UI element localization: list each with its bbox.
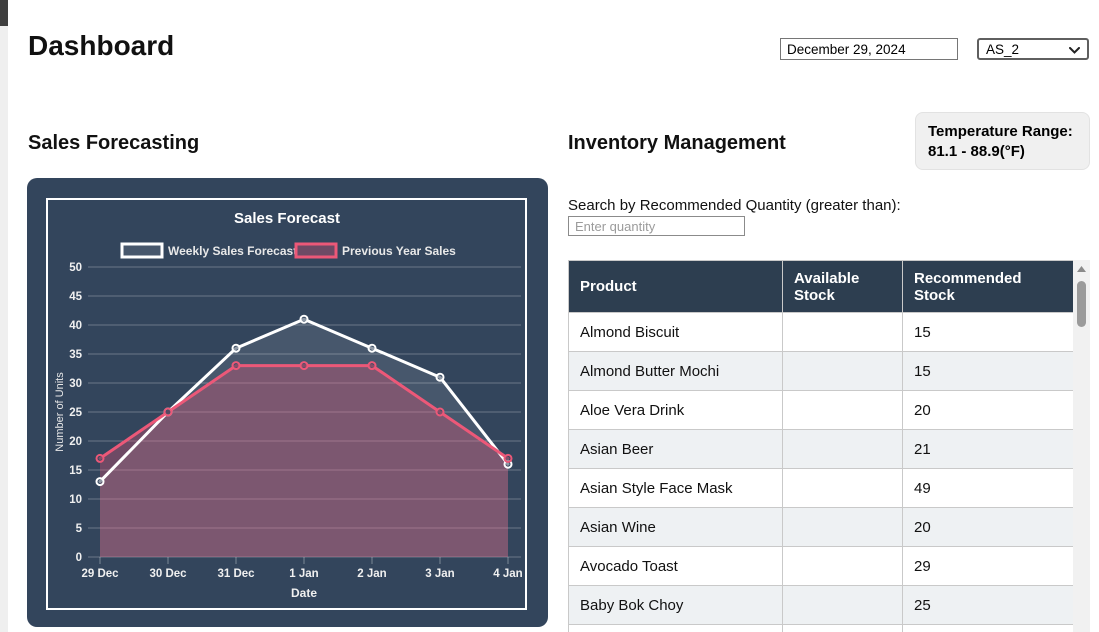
recommended-stock-cell: 15 (902, 351, 1074, 391)
inventory-management-heading: Inventory Management (568, 132, 786, 154)
svg-text:15: 15 (69, 465, 82, 477)
sales-forecast-card: 0 5 10 15 20 25 30 35 40 45 50 29 Dec 30 Dec 31 Dec 1 … (27, 178, 548, 627)
sales-forecasting-heading: Sales Forecasting (28, 132, 200, 154)
available-stock-cell (782, 546, 903, 586)
table-row-partial (568, 624, 1074, 632)
available-stock-cell (782, 390, 903, 430)
table-scrollbar-thumb[interactable] (1077, 281, 1086, 327)
available-stock-cell (782, 429, 903, 469)
recommended-stock-cell: 20 (902, 507, 1074, 547)
product-cell: Aloe Vera Drink (568, 390, 783, 430)
recommended-stock-cell: 49 (902, 468, 1074, 508)
scrollbar-up-arrow-icon[interactable] (1073, 262, 1090, 275)
dataset-select-value: AS_2 (986, 41, 1020, 57)
svg-text:30 Dec: 30 Dec (149, 568, 187, 580)
window-left-edge-artifact (0, 0, 8, 26)
table-row[interactable]: Baby Bok Choy 25 (568, 585, 1074, 625)
product-cell: Almond Butter Mochi (568, 351, 783, 391)
recommended-stock-cell: 20 (902, 390, 1074, 430)
recommended-stock-cell: 25 (902, 585, 1074, 625)
inventory-table: Product Available Stock Recommended Stoc… (568, 260, 1074, 632)
column-header-available-stock[interactable]: Available Stock (782, 260, 903, 313)
svg-text:45: 45 (69, 291, 82, 303)
available-stock-cell (782, 468, 903, 508)
svg-text:Previous Year Sales: Previous Year Sales (342, 244, 456, 258)
svg-text:Number of Units: Number of Units (54, 372, 66, 452)
inventory-table-body: Almond Biscuit 15 Almond Butter Mochi 15 Alo… (568, 312, 1074, 632)
svg-text:Sales Forecast: Sales Forecast (234, 210, 340, 227)
svg-text:35: 35 (69, 349, 82, 361)
product-cell: Asian Wine (568, 507, 783, 547)
svg-text:30: 30 (69, 378, 82, 390)
available-stock-cell (782, 585, 903, 625)
svg-text:2 Jan: 2 Jan (357, 568, 386, 580)
temperature-range-value: 81.1 - 88.9(°F) (928, 142, 1025, 160)
svg-text:40: 40 (69, 320, 82, 332)
table-row[interactable]: Asian Wine 20 (568, 507, 1074, 547)
available-stock-cell (782, 351, 903, 391)
available-stock-cell (782, 312, 903, 352)
date-input[interactable] (780, 38, 958, 60)
table-row[interactable]: Almond Butter Mochi 15 (568, 351, 1074, 391)
svg-text:31 Dec: 31 Dec (217, 568, 255, 580)
recommended-stock-cell: 29 (902, 546, 1074, 586)
table-row[interactable]: Avocado Toast 29 (568, 546, 1074, 586)
svg-text:20: 20 (69, 436, 82, 448)
product-cell: Asian Style Face Mask (568, 468, 783, 508)
svg-text:10: 10 (69, 494, 82, 506)
column-header-product[interactable]: Product (568, 260, 783, 313)
available-stock-cell (782, 507, 903, 547)
page-title: Dashboard (28, 30, 175, 61)
svg-text:Weekly Sales Forecast: Weekly Sales Forecast (168, 244, 297, 258)
recommended-stock-cell: 15 (902, 312, 1074, 352)
product-cell: Avocado Toast (568, 546, 783, 586)
product-cell: Asian Beer (568, 429, 783, 469)
column-header-recommended-stock[interactable]: Recommended Stock (902, 260, 1074, 313)
recommended-stock-cell: 21 (902, 429, 1074, 469)
table-row[interactable]: Asian Style Face Mask 49 (568, 468, 1074, 508)
search-quantity-input[interactable] (568, 216, 745, 236)
svg-text:Date: Date (291, 586, 317, 600)
table-row[interactable]: Aloe Vera Drink 20 (568, 390, 1074, 430)
svg-text:25: 25 (69, 407, 82, 419)
svg-text:0: 0 (76, 552, 82, 564)
table-row[interactable]: Asian Beer 21 (568, 429, 1074, 469)
temperature-range-label: Temperature Range: (928, 123, 1073, 140)
window-left-edge (0, 0, 8, 632)
table-scrollbar[interactable] (1073, 260, 1090, 632)
svg-text:4 Jan: 4 Jan (493, 568, 522, 580)
temperature-range-badge: Temperature Range: 81.1 - 88.9(°F) (915, 112, 1090, 170)
svg-text:29 Dec: 29 Dec (81, 568, 119, 580)
inventory-table-container: Product Available Stock Recommended Stoc… (568, 260, 1090, 632)
table-row[interactable]: Almond Biscuit 15 (568, 312, 1074, 352)
svg-text:1 Jan: 1 Jan (289, 568, 318, 580)
dataset-select[interactable]: AS_2 (977, 38, 1089, 60)
svg-text:50: 50 (69, 262, 82, 274)
product-cell: Almond Biscuit (568, 312, 783, 352)
product-cell: Baby Bok Choy (568, 585, 783, 625)
sales-forecast-chart: 0 5 10 15 20 25 30 35 40 45 50 29 Dec 30 Dec 31 Dec 1 … (54, 210, 523, 600)
search-quantity-label: Search by Recommended Quantity (greater … (568, 197, 901, 214)
chevron-down-icon (1069, 42, 1080, 57)
svg-text:3 Jan: 3 Jan (425, 568, 454, 580)
svg-text:5: 5 (76, 523, 83, 535)
table-header-row: Product Available Stock Recommended Stoc… (568, 260, 1074, 313)
